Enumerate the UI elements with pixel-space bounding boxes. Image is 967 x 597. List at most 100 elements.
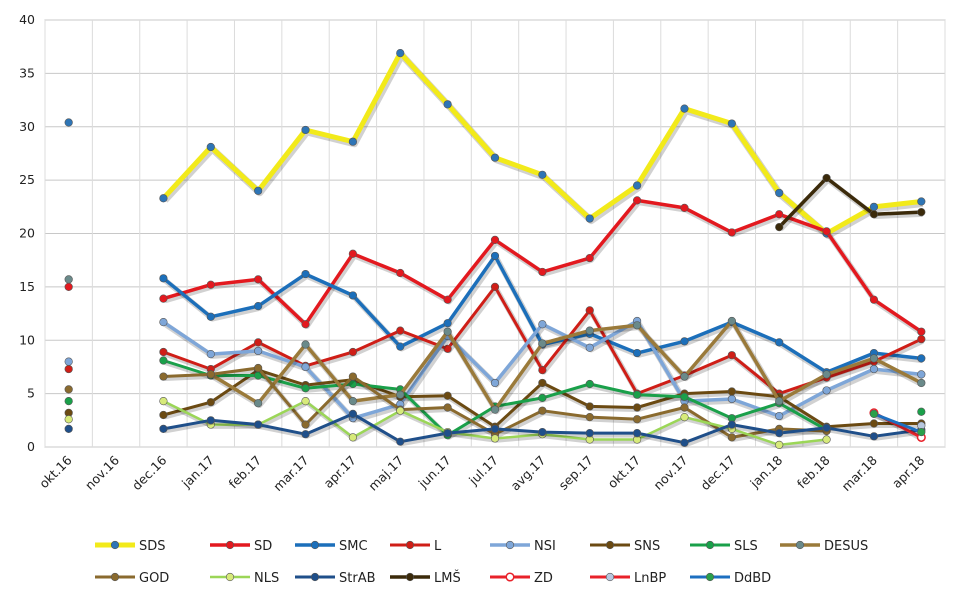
legend-label: SD: [254, 539, 272, 554]
data-point: [585, 429, 594, 438]
data-point: [443, 327, 452, 336]
legend-swatch-marker: [405, 572, 415, 582]
data-point: [775, 188, 784, 198]
series-line: [209, 319, 924, 412]
x-tick-label: apr.17: [321, 453, 360, 492]
x-tick-label: mar.17: [270, 453, 312, 495]
legend-swatch-marker: [795, 540, 805, 550]
legend-item-SD: SD: [210, 539, 272, 554]
data-point: [538, 320, 547, 329]
data-point: [822, 173, 831, 183]
data-point: [538, 170, 547, 179]
data-point: [490, 424, 500, 433]
data-point: [727, 420, 736, 429]
data-point: [64, 415, 73, 424]
data-point: [64, 424, 73, 433]
data-point: [396, 48, 405, 58]
data-point: [869, 364, 879, 374]
data-point: [64, 118, 73, 127]
data-point: [633, 348, 642, 358]
data-point: [159, 396, 168, 406]
data-point: [917, 354, 926, 363]
data-point: [254, 346, 263, 356]
legend-item-GOD: GOD: [95, 571, 169, 586]
data-point: [917, 378, 926, 388]
x-tick-label: apr.18: [889, 452, 928, 491]
x-tick-label: mar.18: [839, 452, 881, 494]
data-point: [64, 357, 73, 366]
data-point: [680, 372, 689, 381]
data-point: [917, 407, 926, 416]
y-tick-label: 0: [27, 439, 35, 454]
data-point: [348, 409, 357, 419]
legend-label: DESUS: [824, 539, 868, 554]
x-tick-label: maj.17: [365, 453, 406, 494]
data-point: [206, 312, 215, 321]
data-point: [585, 253, 594, 263]
y-tick-label: 20: [19, 226, 35, 241]
legend-item-LnBP: LnBP: [590, 571, 666, 586]
data-point: [633, 429, 642, 438]
legend-swatch-marker: [605, 572, 615, 582]
x-tick-label: avg.17: [508, 453, 549, 494]
data-point: [727, 228, 736, 237]
data-point: [680, 403, 689, 412]
legend-swatch-marker: [505, 540, 515, 550]
x-tick-label: jan.18: [746, 452, 785, 491]
data-point: [490, 153, 500, 162]
x-tick-label: okt.16: [36, 452, 75, 491]
series-StrAB: [64, 409, 926, 448]
legend-label: NLS: [254, 571, 279, 586]
y-axis-tick-labels: 0 5 10 15 20 25 30 35 40: [19, 12, 35, 454]
data-point: [301, 320, 310, 329]
data-point: [917, 335, 926, 344]
data-point: [727, 394, 736, 404]
data-point: [680, 104, 689, 113]
legend-swatch-marker: [225, 540, 235, 550]
y-tick-label: 15: [19, 279, 35, 294]
data-point: [348, 137, 357, 146]
legend-swatch-marker: [405, 540, 415, 550]
x-tick-label: okt.17: [605, 453, 644, 492]
data-point: [822, 423, 831, 432]
data-point: [775, 396, 784, 406]
data-point: [775, 429, 784, 438]
data-point: [633, 181, 642, 190]
data-point: [490, 282, 500, 291]
data-point: [64, 364, 73, 374]
data-point: [396, 406, 405, 415]
data-point: [159, 372, 168, 381]
data-point: [301, 420, 310, 429]
data-point: [727, 433, 736, 442]
legend-item-NLS: NLS: [210, 571, 279, 586]
data-point: [538, 406, 547, 415]
data-point: [822, 435, 831, 444]
data-point: [727, 351, 736, 360]
data-point: [64, 396, 73, 406]
data-point: [206, 370, 215, 379]
x-tick-label: jun.17: [415, 453, 454, 492]
data-point: [301, 362, 310, 372]
legend-swatch-marker: [110, 540, 120, 550]
data-point: [727, 387, 736, 396]
legend-item-ZD: ZD: [490, 571, 553, 586]
data-point: [822, 370, 831, 379]
data-point: [64, 275, 73, 284]
data-point: [680, 203, 689, 212]
data-point: [206, 280, 215, 289]
data-point: [680, 337, 689, 346]
data-point: [301, 340, 310, 349]
data-point: [680, 438, 689, 447]
data-point: [917, 427, 926, 437]
data-point: [396, 437, 405, 446]
legend-label: NSI: [534, 539, 556, 554]
legend-label: SMC: [339, 539, 368, 554]
data-point: [301, 384, 310, 393]
data-point: [633, 415, 642, 424]
legend-item-LMŠ: LMŠ: [390, 570, 461, 586]
series-LMŠ: [775, 173, 926, 232]
chart-gridlines: [44, 19, 946, 448]
data-point: [633, 403, 642, 412]
data-point: [869, 202, 879, 211]
